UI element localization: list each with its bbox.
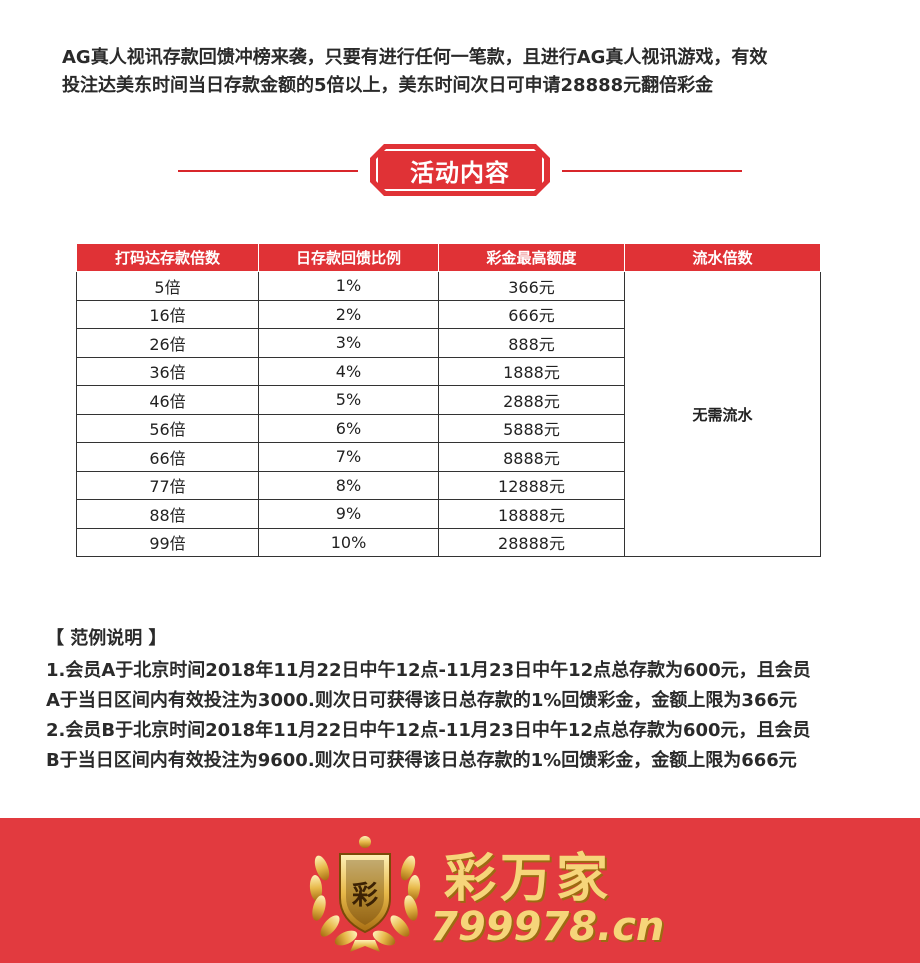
cell-ratio: 8% bbox=[258, 470, 439, 500]
cell-ratio: 3% bbox=[258, 328, 439, 358]
cell-multiple: 16倍 bbox=[76, 299, 259, 329]
header-max-bonus: 彩金最高额度 bbox=[438, 243, 625, 272]
brand-url: 799978.cn bbox=[430, 904, 665, 950]
header-turnover: 流水倍数 bbox=[624, 243, 821, 272]
cell-turnover-merged: 无需流水 bbox=[624, 271, 821, 557]
intro-text: AG真人视讯存款回馈冲榜来袭，只要有进行任何一笔款，且进行AG真人视讯游戏，有效… bbox=[62, 44, 882, 100]
table-header-row: 打码达存款倍数 日存款回馈比例 彩金最高额度 流水倍数 bbox=[76, 243, 821, 272]
cell-ratio: 10% bbox=[258, 527, 439, 557]
section-title-badge: 活动内容 bbox=[370, 144, 550, 196]
cell-bonus: 12888元 bbox=[438, 470, 625, 500]
cell-bonus: 18888元 bbox=[438, 499, 625, 529]
cell-bonus: 8888元 bbox=[438, 442, 625, 472]
table-row: 77倍 8% 12888元 bbox=[76, 470, 821, 500]
cell-multiple: 36倍 bbox=[76, 356, 259, 386]
table-row: 16倍 2% 666元 bbox=[76, 299, 821, 329]
cell-multiple: 56倍 bbox=[76, 413, 259, 443]
cell-bonus: 1888元 bbox=[438, 356, 625, 386]
table-row: 99倍 10% 28888元 bbox=[76, 527, 821, 557]
header-rebate-ratio: 日存款回馈比例 bbox=[258, 243, 439, 272]
cell-ratio: 2% bbox=[258, 299, 439, 329]
cell-ratio: 1% bbox=[258, 271, 439, 301]
badge-inner-border bbox=[376, 149, 544, 191]
cell-ratio: 9% bbox=[258, 499, 439, 529]
table-row: 66倍 7% 8888元 bbox=[76, 442, 821, 472]
table-row: 88倍 9% 18888元 bbox=[76, 499, 821, 529]
header-divider-left bbox=[178, 170, 358, 172]
cell-bonus: 28888元 bbox=[438, 527, 625, 557]
table-row: 36倍 4% 1888元 bbox=[76, 356, 821, 386]
header-bet-multiple: 打码达存款倍数 bbox=[76, 243, 259, 272]
section-title: 活动内容 bbox=[410, 158, 510, 187]
footer-banner: 彩 彩万家 799978.cn bbox=[0, 818, 920, 963]
intro-line-2: 投注达美东时间当日存款金额的5倍以上，美东时间次日可申请28888元翻倍彩金 bbox=[62, 75, 714, 96]
examples-section: 【 范例说明 】 1.会员A于北京时间2018年11月22日中午12点-11月2… bbox=[46, 624, 896, 776]
cell-ratio: 4% bbox=[258, 356, 439, 386]
cell-bonus: 5888元 bbox=[438, 413, 625, 443]
examples-title: 【 范例说明 】 bbox=[46, 628, 167, 649]
cell-multiple: 46倍 bbox=[76, 385, 259, 415]
cell-multiple: 88倍 bbox=[76, 499, 259, 529]
example-line: B于当日区间内有效投注为9600.则次日可获得该日总存款的1%回馈彩金，金额上限… bbox=[46, 750, 797, 771]
cell-multiple: 5倍 bbox=[76, 271, 259, 301]
table-row: 5倍 1% 366元 无需流水 bbox=[76, 271, 821, 557]
example-line: 2.会员B于北京时间2018年11月22日中午12点-11月23日中午12点总存… bbox=[46, 720, 811, 741]
emblem-char: 彩 bbox=[351, 881, 378, 911]
section-header: 活动内容 bbox=[0, 140, 920, 202]
cell-bonus: 366元 bbox=[438, 271, 625, 301]
example-line: 1.会员A于北京时间2018年11月22日中午12点-11月23日中午12点总存… bbox=[46, 660, 811, 681]
cell-multiple: 66倍 bbox=[76, 442, 259, 472]
example-line: A于当日区间内有效投注为3000.则次日可获得该日总存款的1%回馈彩金，金额上限… bbox=[46, 690, 797, 711]
cell-ratio: 7% bbox=[258, 442, 439, 472]
cell-multiple: 99倍 bbox=[76, 527, 259, 557]
rules-table: 打码达存款倍数 日存款回馈比例 彩金最高额度 流水倍数 5倍 1% 366元 无… bbox=[76, 243, 821, 557]
brand-name: 彩万家 bbox=[444, 848, 613, 909]
cell-ratio: 5% bbox=[258, 385, 439, 415]
cell-bonus: 2888元 bbox=[438, 385, 625, 415]
cell-multiple: 26倍 bbox=[76, 328, 259, 358]
table-row: 56倍 6% 5888元 bbox=[76, 413, 821, 443]
cell-bonus: 888元 bbox=[438, 328, 625, 358]
header-divider-right bbox=[562, 170, 742, 172]
laurel-shield-logo-icon: 彩 bbox=[309, 836, 421, 952]
cell-bonus: 666元 bbox=[438, 299, 625, 329]
intro-line-1: AG真人视讯存款回馈冲榜来袭，只要有进行任何一笔款，且进行AG真人视讯游戏，有效 bbox=[62, 47, 768, 68]
cell-ratio: 6% bbox=[258, 413, 439, 443]
cell-multiple: 77倍 bbox=[76, 470, 259, 500]
